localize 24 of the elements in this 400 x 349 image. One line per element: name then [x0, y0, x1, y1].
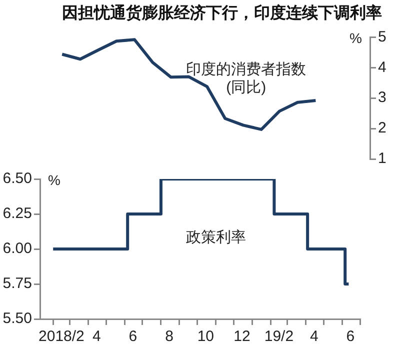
y-axis-title: %	[48, 172, 60, 188]
y-tick-label: 3	[378, 89, 386, 106]
x-tick-label: 8	[165, 328, 174, 346]
x-tick-label: 4	[310, 328, 318, 346]
x-tick-label: 6	[128, 328, 138, 346]
series-label: 印度的消费者指数 (同比)	[186, 60, 306, 96]
series-label: 政策利率	[186, 228, 246, 246]
y-axis-title: %	[350, 30, 362, 46]
y-tick-label: 5	[378, 28, 386, 46]
y-tick-label: 6.50	[2, 170, 32, 188]
x-tick-label: 2018/2	[38, 328, 84, 346]
y-tick-label: 1	[378, 150, 386, 168]
y-tick-label: 2	[378, 120, 386, 137]
x-tick-label: 4	[92, 328, 101, 346]
x-tick-label: 10	[197, 328, 214, 346]
x-tick-label: 6	[346, 328, 355, 346]
y-tick-label: 4	[378, 58, 386, 76]
x-tick-label: 12	[234, 328, 250, 346]
chart-title: 因担忧通货膨胀经济下行，印度连续下调利率	[62, 3, 382, 22]
y-tick-label: 5.75	[2, 275, 32, 292]
x-tick-label: 19/2	[264, 328, 294, 346]
y-tick-label: 5.50	[2, 310, 32, 328]
y-tick-label: 6.00	[2, 240, 32, 258]
y-tick-label: 6.25	[2, 205, 32, 222]
